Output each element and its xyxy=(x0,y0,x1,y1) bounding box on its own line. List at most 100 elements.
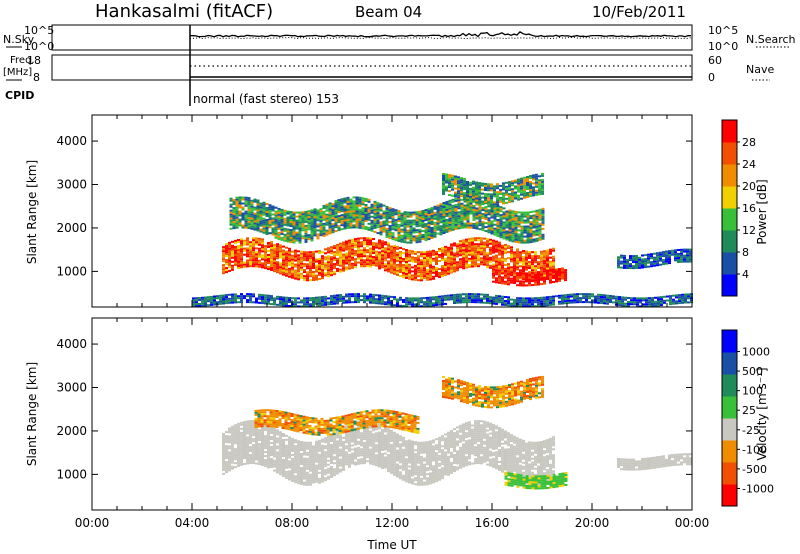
range-cell xyxy=(523,178,526,181)
range-cell xyxy=(363,243,366,246)
range-cell xyxy=(283,229,287,232)
range-cell xyxy=(513,298,516,301)
range-cell xyxy=(376,210,380,213)
range-cell xyxy=(448,217,452,220)
range-cell xyxy=(288,448,291,451)
range-cell xyxy=(656,260,659,263)
range-cell xyxy=(285,454,288,457)
range-cell xyxy=(192,303,195,306)
range-cell xyxy=(418,240,422,243)
range-cell xyxy=(366,263,369,266)
range-cell xyxy=(505,210,509,213)
range-cell xyxy=(228,257,231,260)
range-cell xyxy=(256,213,260,216)
range-cell xyxy=(327,265,330,268)
range-cell xyxy=(468,259,471,262)
range-cell xyxy=(508,183,511,186)
range-cell xyxy=(463,206,467,209)
range-cell xyxy=(237,456,240,459)
range-cell xyxy=(376,204,380,207)
range-cell xyxy=(232,203,236,206)
range-cell xyxy=(552,301,555,304)
range-cell xyxy=(439,229,443,232)
range-cell xyxy=(300,443,303,445)
range-cell xyxy=(541,215,545,218)
range-cell xyxy=(297,444,300,447)
range-cell xyxy=(283,219,287,222)
range-cell xyxy=(499,198,502,201)
range-cell xyxy=(291,258,294,261)
range-cell xyxy=(426,256,429,259)
range-cell xyxy=(285,256,288,259)
range-cell xyxy=(387,246,390,249)
range-cell xyxy=(471,237,474,240)
range-cell xyxy=(498,251,501,254)
range-cell xyxy=(313,230,317,233)
range-cell xyxy=(436,226,440,229)
range-cell xyxy=(447,264,450,267)
range-cell xyxy=(483,243,486,246)
range-cell xyxy=(240,457,243,460)
range-cell xyxy=(255,265,258,268)
range-cell xyxy=(291,453,294,456)
range-cell xyxy=(372,250,375,252)
range-cell xyxy=(541,188,544,191)
range-cell xyxy=(259,202,263,205)
range-cell xyxy=(552,297,555,300)
range-cell xyxy=(450,259,453,262)
range-cell xyxy=(234,452,237,455)
range-cell xyxy=(231,264,234,267)
range-cell xyxy=(629,255,632,258)
range-cell xyxy=(492,241,495,244)
range-cell xyxy=(235,220,239,223)
range-cell xyxy=(436,206,440,209)
range-cell xyxy=(276,445,279,448)
range-cell xyxy=(674,255,677,258)
range-cell xyxy=(318,252,321,254)
range-cell xyxy=(288,261,291,264)
range-cell xyxy=(294,301,297,304)
range-cell xyxy=(384,251,387,254)
range-cell xyxy=(282,441,285,443)
range-cell xyxy=(252,237,255,240)
range-cell xyxy=(558,300,561,303)
range-cell xyxy=(487,221,491,224)
range-cell xyxy=(337,221,341,224)
range-cell xyxy=(306,483,309,486)
range-cell xyxy=(396,245,399,248)
range-cell xyxy=(538,228,542,231)
range-cell xyxy=(243,261,246,264)
range-cell xyxy=(375,294,378,297)
range-cell xyxy=(306,259,309,262)
range-cell xyxy=(285,260,288,263)
range-cell xyxy=(249,301,252,304)
range-cell xyxy=(225,245,228,248)
range-cell xyxy=(270,442,273,444)
range-cell xyxy=(381,300,384,303)
range-cell xyxy=(243,463,246,465)
range-cell xyxy=(388,213,392,216)
range-cell xyxy=(298,227,302,230)
range-cell xyxy=(445,228,449,231)
range-cell xyxy=(300,473,303,475)
range-cell xyxy=(480,297,483,300)
range-cell xyxy=(282,473,285,475)
range-cell xyxy=(492,267,495,270)
range-cell xyxy=(288,452,291,455)
range-cell xyxy=(603,296,606,299)
range-cell xyxy=(241,224,245,227)
range-cell xyxy=(519,265,522,268)
range-cell xyxy=(222,460,225,463)
range-cell xyxy=(451,184,454,187)
range-cell xyxy=(502,192,505,195)
range-cell xyxy=(330,256,333,259)
range-cell xyxy=(508,211,512,214)
range-cell xyxy=(463,178,466,181)
range-cell xyxy=(273,455,276,458)
range-cell xyxy=(564,302,567,305)
range-cell xyxy=(534,297,537,300)
range-cell xyxy=(469,212,473,215)
range-cell xyxy=(484,193,487,195)
range-cell xyxy=(309,279,312,282)
range-cell xyxy=(466,199,469,201)
